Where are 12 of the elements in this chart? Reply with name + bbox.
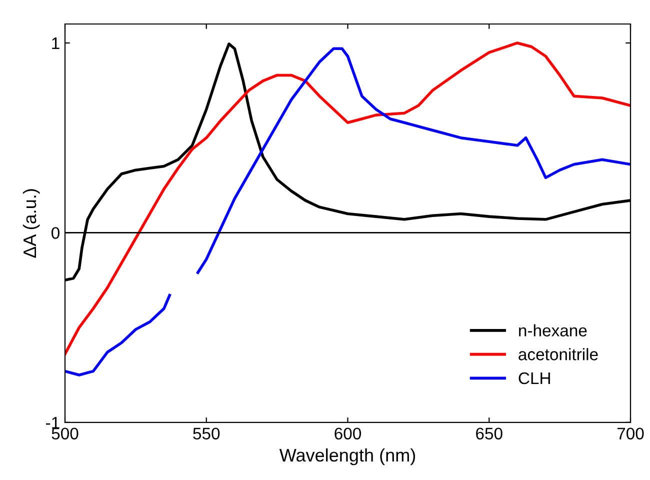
x-tick-label: 700: [617, 428, 644, 440]
legend-label: acetonitrile: [518, 348, 598, 360]
x-tick-label: 500: [52, 428, 78, 440]
y-axis-title: ΔA (a.u.): [22, 189, 40, 258]
legend-label: CLH: [518, 372, 550, 384]
x-tick-label: 550: [193, 428, 220, 440]
x-tick-label: 650: [476, 428, 502, 440]
x-tick-label: 600: [334, 428, 362, 440]
x-axis-title: Wavelength (nm): [279, 448, 416, 466]
y-tick-label: 0: [52, 227, 60, 239]
y-tick-label: 1: [52, 38, 60, 50]
legend-label: n-hexane: [519, 324, 587, 336]
